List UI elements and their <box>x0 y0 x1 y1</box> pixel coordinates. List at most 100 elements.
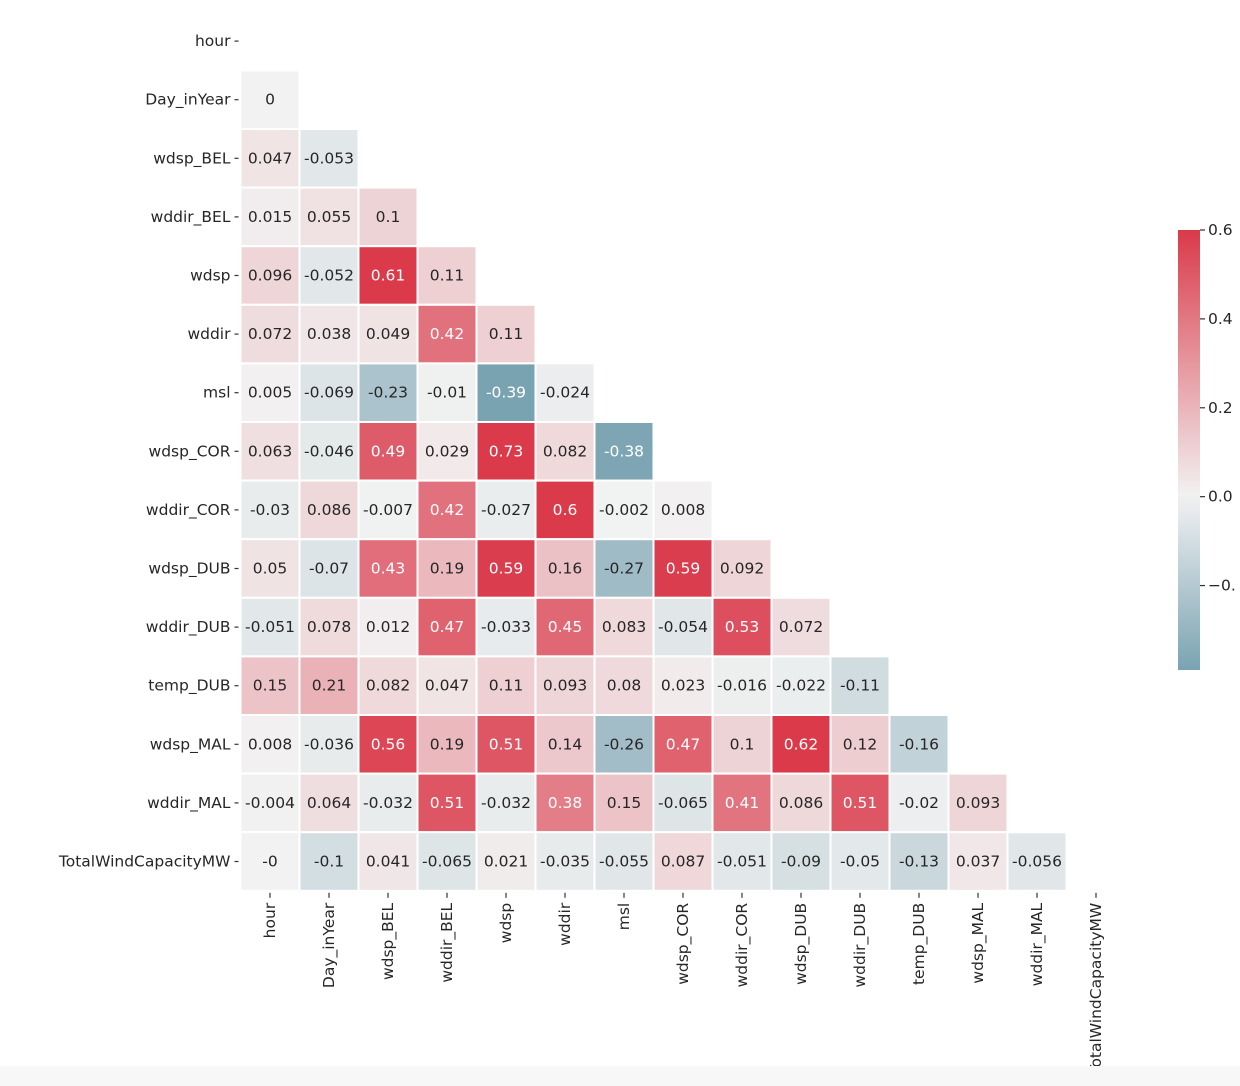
cell-value-label: 0.59 <box>489 560 524 578</box>
cell-value-label: 0.086 <box>779 794 823 812</box>
heatmap-cell-wdsp_MAL-wddir_DUB <box>829 714 891 775</box>
cell-value-label: -0.09 <box>781 853 821 871</box>
cell-value-label: 0.086 <box>307 501 351 519</box>
cell-value-label: 0.1 <box>376 208 401 226</box>
x-tick-label: TotalWindCapacityMW <box>1087 903 1105 1076</box>
heatmap-cell-wdsp_MAL-wdsp_BEL <box>357 714 419 775</box>
cell-value-label: 0.15 <box>607 794 642 812</box>
cell-value-label: -0.39 <box>486 384 526 402</box>
y-tick-label: wdsp_DUB <box>148 560 230 579</box>
heatmap-cell-msl-Day_inYear <box>298 362 360 423</box>
heatmap-cell-wdsp_MAL-wddir <box>534 714 596 775</box>
cell-value-label: 0.082 <box>366 677 410 695</box>
cell-value-label: 0.008 <box>661 501 705 519</box>
heatmap-cell-wddir_MAL-wddir_DUB <box>829 772 891 834</box>
heatmap-cell-TotalWindCapacityMW-wdsp_BEL <box>357 831 419 892</box>
heatmap-cell-temp_DUB-wddir <box>534 655 596 717</box>
cell-value-label: 0.012 <box>366 618 410 636</box>
cell-value-label: -0.13 <box>899 853 939 871</box>
heatmap-cell-TotalWindCapacityMW-wddir <box>534 831 596 892</box>
heatmap-cell-msl-wddir <box>534 362 596 423</box>
cell-value-label: 0.47 <box>430 618 465 636</box>
heatmap-cell-temp_DUB-wddir_COR <box>711 655 773 717</box>
heatmap-cell-wdsp_DUB-hour <box>239 538 301 599</box>
y-tick-label: wddir <box>187 325 231 343</box>
heatmap-cell-temp_DUB-wddir_BEL <box>416 655 478 717</box>
cell-value-label: -0.046 <box>304 442 354 460</box>
y-tick-label: wdsp <box>190 267 230 285</box>
heatmap-cell-wddir_DUB-Day_inYear <box>298 596 360 658</box>
heatmap-cell-wddir-wddir_BEL <box>416 303 478 365</box>
cell-value-label: -0.11 <box>840 677 880 695</box>
x-tick-label: wdsp <box>497 903 515 943</box>
cell-value-label: 0.47 <box>666 735 701 753</box>
heatmap-cell-TotalWindCapacityMW-hour <box>239 831 301 892</box>
cell-value-label: -0.051 <box>245 618 295 636</box>
heatmap-cell-Day_inYear-hour <box>239 69 301 130</box>
cell-value-label: 0.072 <box>779 618 823 636</box>
x-axis-labels: hour Day_inYear wdsp_BEL wddir_BEL wdsp wddir… <box>261 892 1105 1076</box>
cell-value-label: 0.51 <box>843 794 878 812</box>
heatmap-cell-TotalWindCapacityMW-wddir_BEL <box>416 831 478 892</box>
cell-value-label: 0.42 <box>430 501 465 519</box>
heatmap-cell-wddir_MAL-wdsp_DUB <box>770 772 832 834</box>
cell-value-label: 0.43 <box>371 560 406 578</box>
y-tick-label: wdsp_MAL <box>150 735 231 754</box>
cell-value-label: -0.03 <box>250 501 290 519</box>
heatmap-cell-wddir_DUB-wddir_COR <box>711 596 773 658</box>
heatmap-cell-wddir_DUB-wddir <box>534 596 596 658</box>
colorbar-tick-label: 0.2 <box>1208 399 1233 417</box>
cell-value-label: 0.16 <box>548 560 583 578</box>
cell-value-label: 0.19 <box>430 560 465 578</box>
heatmap-cell-msl-hour <box>239 362 301 423</box>
heatmap-cell-wdsp-Day_inYear <box>298 245 360 306</box>
y-tick-label: wddir_BEL <box>151 208 231 227</box>
cell-value-label: 0.038 <box>307 325 351 343</box>
cell-value-label: -0.022 <box>776 677 826 695</box>
cell-value-label: 0.1 <box>730 735 755 753</box>
x-tick-label: wdsp_MAL <box>969 902 988 983</box>
cell-value-label: 0.15 <box>253 677 288 695</box>
x-tick-label: wddir_DUB <box>851 903 870 988</box>
cell-value-label: 0 <box>265 91 275 109</box>
heatmap-cell-TotalWindCapacityMW-wddir_MAL <box>1006 831 1068 892</box>
cell-value-label: -0.054 <box>658 618 708 636</box>
x-tick-label: hour <box>261 902 279 938</box>
cell-value-label: 0.6 <box>553 501 578 519</box>
x-tick-label: wddir_COR <box>733 903 752 988</box>
heatmap-cell-wddir_MAL-hour <box>239 772 301 834</box>
y-tick-label: wdsp_BEL <box>153 149 231 168</box>
cell-value-label: -0.05 <box>840 853 880 871</box>
cell-value-label: -0.035 <box>540 853 590 871</box>
cell-value-label: 0.59 <box>666 560 701 578</box>
cell-value-label: 0.037 <box>956 853 1000 871</box>
cell-value-label: 0.087 <box>661 853 705 871</box>
cell-value-label: 0.51 <box>430 794 465 812</box>
heatmap-cells: 0 0.047 -0.053 0.015 0.055 0.1 0.096 -0.052 0.61… <box>239 69 1068 892</box>
y-tick-label: msl <box>203 384 230 402</box>
heatmap-cell-wddir_DUB-wddir_BEL <box>416 596 478 658</box>
cell-value-label: 0.19 <box>430 735 465 753</box>
cell-value-label: 0.05 <box>253 560 288 578</box>
heatmap-cell-wdsp_COR-hour <box>239 421 301 482</box>
heatmap-cell-wddir-Day_inYear <box>298 303 360 365</box>
heatmap-cell-wddir_MAL-wdsp_MAL <box>947 772 1009 834</box>
y-tick-label: wdsp_COR <box>149 442 231 461</box>
heatmap-cell-wddir_COR-hour <box>239 479 301 541</box>
cell-value-label: -0.052 <box>304 267 354 285</box>
cell-value-label: -0.26 <box>604 735 644 753</box>
heatmap-cell-TotalWindCapacityMW-Day_inYear <box>298 831 360 892</box>
cell-value-label: -0.002 <box>599 501 649 519</box>
heatmap-cell-wddir_DUB-wdsp_COR <box>652 596 714 658</box>
heatmap-cell-temp_DUB-wddir_DUB <box>829 655 891 717</box>
cell-value-label: 0.38 <box>548 794 583 812</box>
heatmap-cell-wdsp_MAL-Day_inYear <box>298 714 360 775</box>
x-tick-label: wddir_MAL <box>1028 902 1047 986</box>
heatmap-cell-wddir_MAL-wddir_COR <box>711 772 773 834</box>
heatmap-cell-wdsp_MAL-msl <box>593 714 655 775</box>
heatmap-cell-wdsp_MAL-wdsp_DUB <box>770 714 832 775</box>
heatmap-cell-wddir_COR-wdsp_BEL <box>357 479 419 541</box>
cell-value-label: 0.11 <box>489 677 524 695</box>
